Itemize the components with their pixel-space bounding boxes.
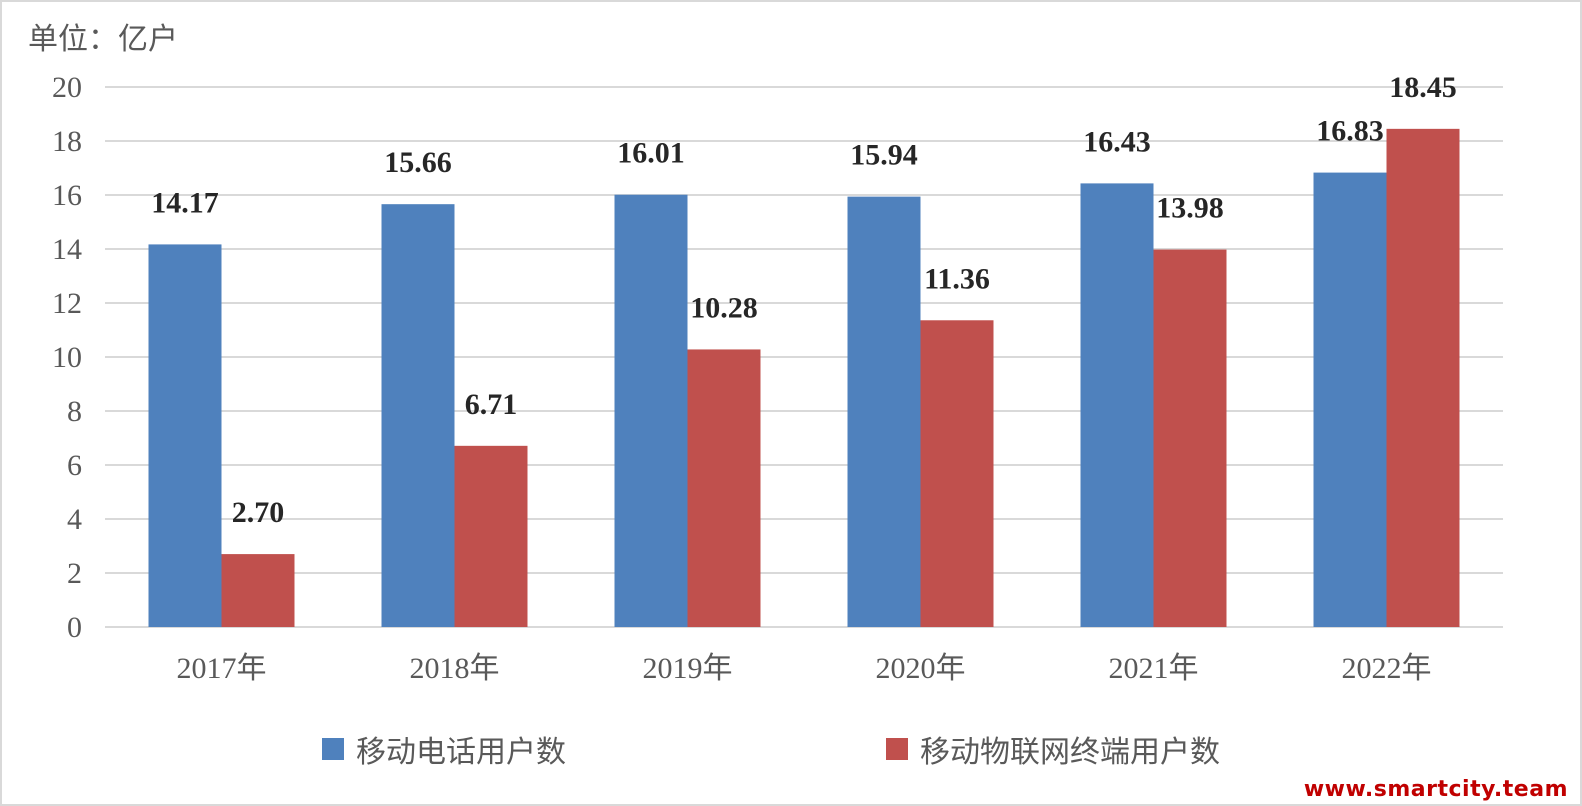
data-label: 16.43 xyxy=(1083,125,1151,158)
data-label: 2.70 xyxy=(232,496,285,529)
legend-label-mobile-phone: 移动电话用户数 xyxy=(356,735,566,770)
data-label: 14.17 xyxy=(151,186,219,219)
unit-label: 单位：亿户 xyxy=(28,22,178,57)
bar xyxy=(687,349,761,627)
data-label: 15.94 xyxy=(850,139,918,172)
y-tick-label: 12 xyxy=(52,287,82,320)
y-tick-label: 16 xyxy=(52,179,82,212)
data-label: 16.83 xyxy=(1316,115,1384,148)
y-tick-label: 18 xyxy=(52,125,82,158)
legend-swatch-iot xyxy=(886,738,908,760)
x-tick-label: 2019年 xyxy=(643,652,733,685)
y-tick-label: 4 xyxy=(67,503,82,536)
x-tick-label: 2022年 xyxy=(1342,652,1432,685)
y-tick-label: 20 xyxy=(52,71,82,104)
bar xyxy=(1313,172,1387,627)
bar xyxy=(381,204,455,627)
bar xyxy=(148,244,222,627)
y-tick-label: 6 xyxy=(67,449,82,482)
x-tick-label: 2020年 xyxy=(876,652,966,685)
x-tick-label: 2018年 xyxy=(410,652,500,685)
bar xyxy=(1153,249,1227,628)
y-tick-label: 10 xyxy=(52,341,82,374)
x-tick-label: 2017年 xyxy=(177,652,267,685)
watermark: www.smartcity.team xyxy=(1303,777,1568,802)
data-label: 11.36 xyxy=(924,262,990,295)
data-label: 15.66 xyxy=(384,146,452,179)
y-tick-label: 0 xyxy=(67,611,82,644)
legend-item-mobile-phone: 移动电话用户数 xyxy=(322,727,566,771)
y-tick-label: 14 xyxy=(52,233,82,266)
bar xyxy=(454,445,528,627)
data-label: 18.45 xyxy=(1389,71,1457,104)
x-tick-label: 2021年 xyxy=(1109,652,1199,685)
legend-swatch-mobile-phone xyxy=(322,738,344,760)
legend-label-iot: 移动物联网终端用户数 xyxy=(920,735,1220,770)
data-label: 6.71 xyxy=(465,388,518,421)
legend-item-iot: 移动物联网终端用户数 xyxy=(886,727,1220,771)
y-tick-label: 2 xyxy=(67,557,82,590)
bar xyxy=(920,320,994,627)
data-label: 10.28 xyxy=(690,291,758,324)
bar xyxy=(221,554,295,627)
data-label: 16.01 xyxy=(617,137,685,170)
bar xyxy=(847,196,921,627)
data-label: 13.98 xyxy=(1156,192,1224,225)
bar xyxy=(614,194,688,628)
y-tick-label: 8 xyxy=(67,395,82,428)
bar xyxy=(1386,128,1460,627)
bar xyxy=(1080,183,1154,627)
